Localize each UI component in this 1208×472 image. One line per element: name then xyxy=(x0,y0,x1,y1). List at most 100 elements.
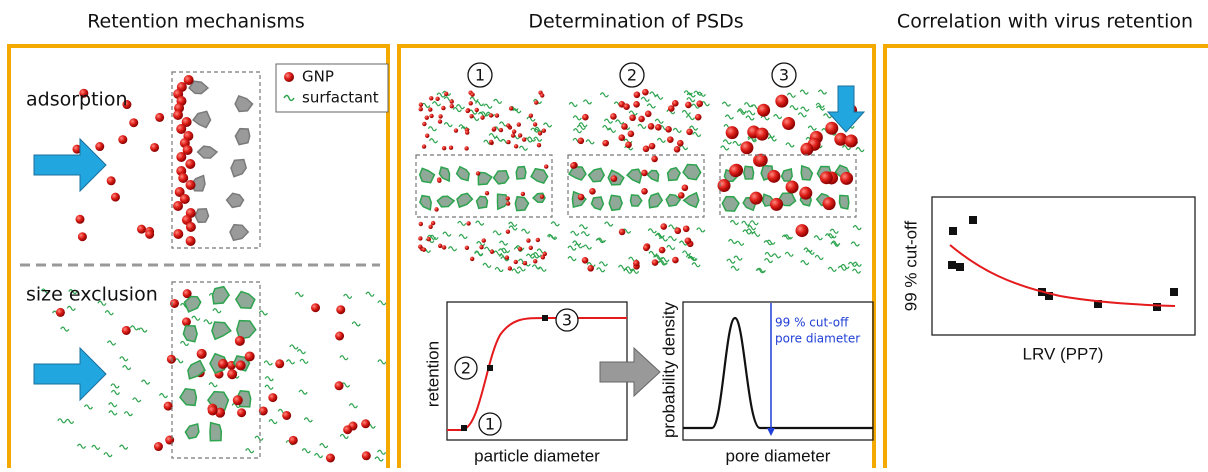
surfactant xyxy=(849,262,857,266)
pore-blob xyxy=(420,168,435,182)
gnp xyxy=(422,144,426,148)
surfactant xyxy=(494,99,502,103)
surfactant xyxy=(729,240,737,244)
gnp xyxy=(756,128,769,141)
gnp xyxy=(56,308,65,317)
gnp xyxy=(336,305,345,314)
surfactant xyxy=(512,269,520,273)
step-number: 2 xyxy=(627,66,637,85)
gnp xyxy=(343,425,352,434)
surfactant xyxy=(638,124,646,128)
surfactant xyxy=(299,390,307,394)
marker-number: 1 xyxy=(485,415,495,434)
step-number: 3 xyxy=(779,66,789,85)
gnp xyxy=(521,192,525,196)
surfactant xyxy=(428,127,436,131)
surfactant xyxy=(853,269,861,273)
gnp xyxy=(361,419,370,428)
legend-label: surfactant xyxy=(302,89,379,107)
surfactant xyxy=(551,222,559,226)
surfactant xyxy=(786,143,794,147)
surfactant xyxy=(349,404,357,408)
gnp xyxy=(454,128,458,132)
gnp xyxy=(633,101,640,108)
surfactant xyxy=(800,90,808,94)
surfactant xyxy=(571,231,579,235)
gnp xyxy=(642,89,649,96)
decorations xyxy=(41,75,1178,463)
pore-blob xyxy=(722,197,739,212)
gnp xyxy=(129,118,138,127)
surfactant xyxy=(851,242,859,246)
surfactant xyxy=(66,419,74,423)
gnp xyxy=(444,92,448,96)
pore-blob xyxy=(180,389,196,406)
gnp xyxy=(514,144,518,148)
gnp xyxy=(178,173,188,183)
surfactant xyxy=(693,132,701,136)
point xyxy=(1153,303,1161,311)
gnp xyxy=(800,143,813,156)
gnp xyxy=(638,116,645,123)
gnp xyxy=(533,259,537,263)
gnp xyxy=(425,115,429,119)
gnp xyxy=(634,91,641,98)
gnp xyxy=(840,172,853,185)
surfactant xyxy=(586,140,594,144)
surfactant xyxy=(453,108,461,112)
flow-arrow xyxy=(34,348,106,400)
gnp xyxy=(526,238,530,242)
surfactant xyxy=(111,384,119,388)
pore-blob xyxy=(477,196,488,208)
surfactant xyxy=(92,445,100,449)
surfactant xyxy=(734,256,742,260)
gnp xyxy=(437,178,441,182)
gnp xyxy=(438,244,442,248)
surfactant xyxy=(340,356,348,360)
gnp xyxy=(619,229,626,236)
surfactant xyxy=(67,306,75,310)
surfactant xyxy=(733,142,741,146)
gnp xyxy=(795,224,808,237)
gnp xyxy=(625,141,632,148)
legend-label: GNP xyxy=(302,68,334,86)
gnp xyxy=(495,113,499,117)
surfactant xyxy=(522,229,530,233)
pore-blob xyxy=(420,196,431,210)
axis-label: probability density xyxy=(659,301,678,438)
gnp xyxy=(538,131,542,135)
surfactant xyxy=(495,268,503,272)
gnp xyxy=(145,230,154,239)
surfactant xyxy=(660,237,668,241)
gnp xyxy=(245,351,255,361)
surfactant xyxy=(315,454,323,458)
gnp xyxy=(438,119,442,123)
gnp xyxy=(540,195,544,199)
gnp xyxy=(466,221,470,225)
surfactant xyxy=(603,126,611,130)
gnp xyxy=(465,130,469,134)
axis-label: LRV (PP7) xyxy=(1023,344,1104,363)
gnp xyxy=(95,142,104,151)
pore-blob xyxy=(185,297,201,312)
gnp xyxy=(186,236,196,246)
gnp xyxy=(449,146,453,150)
surfactant xyxy=(109,411,117,415)
surfactant xyxy=(815,255,823,259)
surfactant xyxy=(437,93,445,97)
surfactant xyxy=(517,267,525,271)
surfactant xyxy=(470,97,478,101)
pore-blob xyxy=(236,292,255,309)
gnp xyxy=(533,122,537,126)
pore-blob xyxy=(649,193,662,208)
gnp xyxy=(167,355,176,364)
surfactant xyxy=(444,123,452,127)
pore-blob xyxy=(185,424,199,439)
gnp xyxy=(490,250,494,254)
surfactant xyxy=(433,102,441,106)
pore-blob xyxy=(457,167,470,181)
gnp xyxy=(480,115,484,119)
surfactant xyxy=(456,105,464,109)
surfactant xyxy=(604,119,612,123)
gnp xyxy=(422,122,426,126)
